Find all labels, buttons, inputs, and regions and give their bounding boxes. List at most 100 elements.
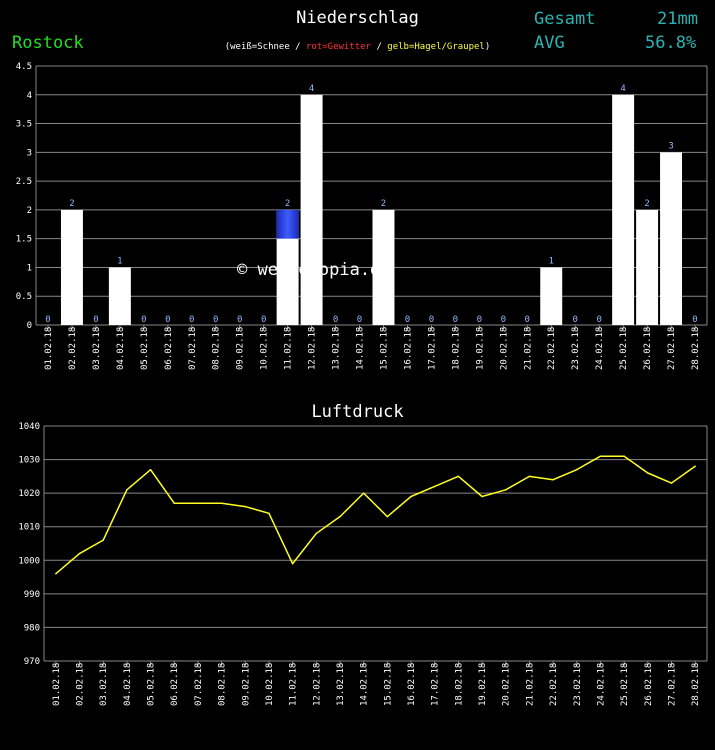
pressure-ytick-label: 990: [24, 590, 40, 600]
precipitation-value-label: 0: [165, 315, 170, 325]
pressure-line-segment: [339, 492, 365, 518]
precipitation-value-label: 0: [477, 315, 482, 325]
pressure-xtick-label: 11.02.18: [289, 663, 299, 706]
pressure-point: [315, 532, 318, 535]
pressure-line-segment: [292, 532, 317, 565]
precipitation-chart: 0 0.5 1 1.5 2 2.5 3 3.5 4 4.5 01.02.18 02.02.18 03.0…: [16, 62, 708, 370]
legend-thunderstorm: rot=Gewitter: [306, 42, 372, 52]
precip-xtick-label: 16.02.18: [403, 327, 413, 370]
pressure-line-segment: [221, 502, 246, 508]
precipitation-bar-rain-part: [276, 209, 299, 239]
pressure-xtick-label: 24.02.18: [596, 663, 606, 706]
chart-title-pressure: Luftdruck: [311, 402, 404, 422]
pressure-xtick-label: 22.02.18: [549, 663, 559, 706]
precip-xtick-label: 25.02.18: [619, 327, 629, 370]
precipitation-value-label: 1: [117, 256, 122, 266]
precip-xtick-label: 08.02.18: [212, 327, 222, 370]
precipitation-bar: [636, 209, 659, 325]
pressure-point: [173, 502, 176, 505]
precipitation-value-label: 0: [261, 315, 266, 325]
pressure-point: [433, 485, 436, 488]
copyright-watermark: © wetteropia.de: [237, 260, 391, 280]
precip-xtick-label: 24.02.18: [595, 327, 605, 370]
pressure-xtick-label: 16.02.18: [407, 663, 417, 706]
pressure-xtick-label: 20.02.18: [502, 663, 512, 706]
pressure-xtick-label: 06.02.18: [170, 663, 180, 706]
pressure-point: [362, 492, 365, 494]
pressure-ytick-label: 1010: [18, 523, 40, 533]
precipitation-bar: [372, 209, 395, 325]
pressure-xtick-label: 04.02.18: [123, 663, 133, 706]
precipitation-value-label: 0: [572, 315, 577, 325]
precipitation-value-label: 4: [620, 84, 625, 94]
pressure-xtick-label: 05.02.18: [147, 663, 157, 706]
pressure-line-segment: [647, 472, 672, 484]
precip-xtick-label: 22.02.18: [547, 327, 557, 370]
pressure-line-segment: [457, 475, 483, 498]
pressure-point: [623, 455, 625, 458]
legend-snow: (weiß=Schnee /: [224, 42, 306, 52]
pressure-point: [197, 502, 199, 505]
precipitation-value-label: 2: [69, 199, 74, 209]
precip-ytick-label: 3: [27, 148, 32, 158]
precip-xtick-label: 01.02.18: [44, 327, 54, 370]
precip-xtick-label: 19.02.18: [475, 327, 485, 370]
precip-ytick-label: 1.5: [16, 235, 32, 245]
precip-xtick-label: 07.02.18: [188, 327, 198, 370]
pressure-line-segment: [410, 485, 435, 498]
pressure-xtick-label: 18.02.18: [454, 663, 464, 706]
pressure-line-segment: [245, 505, 270, 515]
precipitation-value-label: 4: [309, 84, 314, 94]
pressure-ytick-label: 970: [24, 657, 40, 667]
pressure-xtick-label: 01.02.18: [52, 663, 62, 706]
total-value: 21mm: [657, 9, 698, 29]
pressure-point: [149, 468, 152, 471]
precipitation-bar: [108, 267, 131, 325]
precip-ytick-label: 2: [27, 206, 32, 216]
precipitation-value-label: 0: [501, 315, 506, 325]
pressure-line-segment: [481, 489, 506, 498]
precip-xtick-label: 10.02.18: [260, 327, 270, 370]
pressure-line-segment: [363, 492, 388, 518]
pressure-point: [457, 475, 460, 478]
precipitation-value-label: 0: [453, 315, 458, 325]
pressure-point: [244, 505, 247, 508]
precipitation-value-label: 2: [644, 199, 649, 209]
pressure-xtick-label: 07.02.18: [194, 663, 204, 706]
precip-xtick-label: 14.02.18: [356, 327, 366, 370]
pressure-xtick-label: 12.02.18: [312, 663, 322, 706]
pressure-ytick-label: 1000: [18, 556, 40, 566]
pressure-xtick-label: 25.02.18: [620, 663, 630, 706]
pressure-xtick-label: 08.02.18: [218, 663, 228, 706]
precip-ytick-label: 2.5: [16, 177, 32, 187]
precipitation-legend: (weiß=Schnee / rot=Gewitter / gelb=Hagel…: [0, 42, 715, 52]
precipitation-value-label: 0: [237, 315, 242, 325]
pressure-line-segment: [505, 475, 530, 491]
precip-xtick-label: 15.02.18: [379, 327, 389, 370]
precipitation-value-label: 0: [213, 315, 218, 325]
pressure-xtick-label: 13.02.18: [336, 663, 346, 706]
pressure-chart: 970 980 990 1000 1010 1020 1030 1040 01.02.18 02.…: [18, 422, 708, 706]
precipitation-bar: [60, 209, 83, 325]
pressure-point: [575, 468, 578, 471]
legend-separator: /: [371, 42, 388, 52]
pressure-line-segment: [552, 468, 578, 481]
precipitation-value-label: 0: [692, 315, 697, 325]
pressure-point: [386, 515, 389, 518]
station-name: Rostock: [12, 33, 84, 53]
pressure-point: [599, 455, 602, 458]
pressure-ytick-label: 1040: [18, 422, 40, 432]
precipitation-bar: [660, 152, 683, 325]
pressure-point: [410, 495, 412, 498]
precip-xtick-label: 26.02.18: [643, 327, 653, 370]
pressure-xtick-label: 02.02.18: [76, 663, 86, 706]
precipitation-value-label: 0: [405, 315, 410, 325]
precip-xtick-label: 04.02.18: [116, 327, 126, 370]
precip-xtick-label: 03.02.18: [92, 327, 102, 370]
pressure-point: [481, 495, 483, 498]
legend-close: ): [484, 42, 491, 52]
pressure-point: [268, 512, 270, 515]
pressure-line-segment: [268, 512, 294, 564]
precipitation-value-label: 0: [429, 315, 434, 325]
